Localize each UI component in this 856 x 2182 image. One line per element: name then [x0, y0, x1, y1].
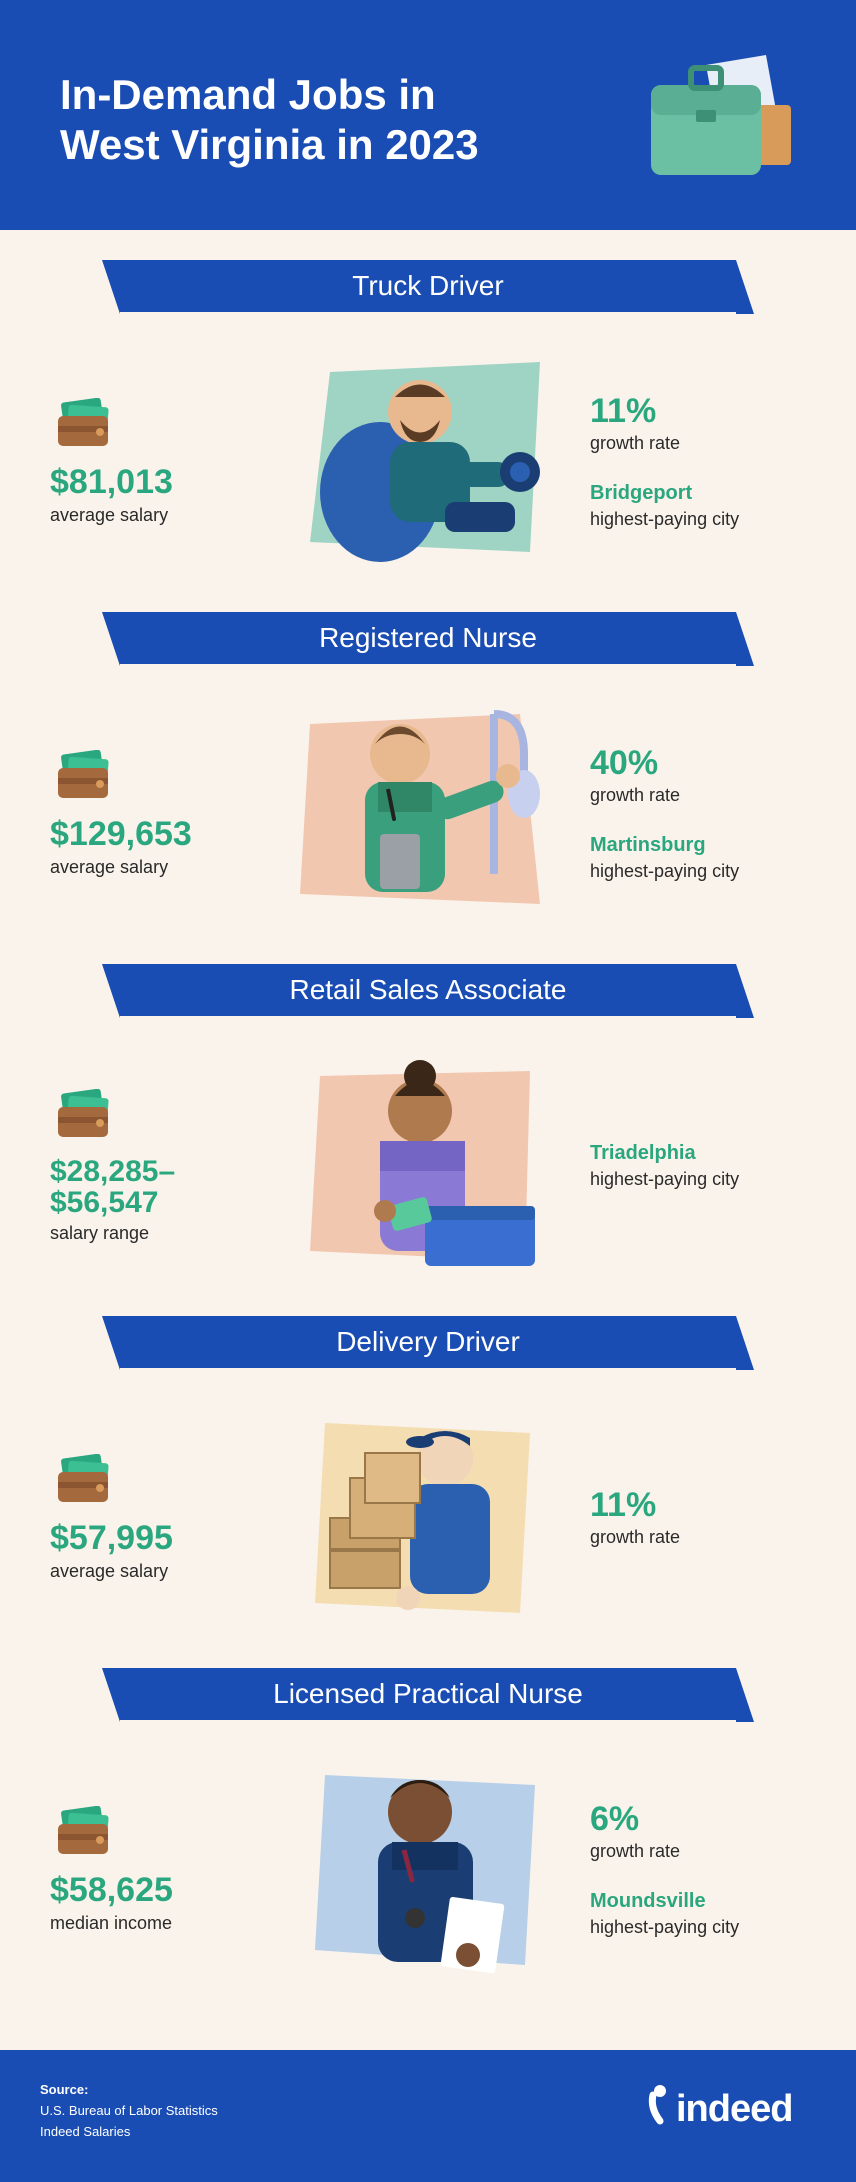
city-name: Martinsburg: [590, 834, 810, 857]
source-line-1: U.S. Bureau of Labor Statistics: [40, 2103, 218, 2118]
stats-column: 11% growth rate Bridgeport highest-payin…: [590, 394, 810, 531]
job-title-ribbon: Delivery Driver: [120, 1316, 736, 1368]
svg-text:indeed: indeed: [676, 2088, 792, 2130]
salary-column: $129,653 average salary: [50, 750, 250, 878]
growth-value: 6%: [590, 1802, 810, 1838]
salary-column: $81,013 average salary: [50, 398, 250, 526]
city-name: Bridgeport: [590, 482, 810, 505]
salary-label: average salary: [50, 1561, 250, 1582]
city-name: Triadelphia: [590, 1142, 810, 1165]
wallet-icon: [50, 750, 120, 800]
salary-value: $129,653: [50, 817, 250, 853]
source-heading: Source:: [40, 2082, 88, 2097]
briefcase-icon: [596, 50, 796, 190]
job-illustration: [270, 1750, 570, 1990]
growth-value: 40%: [590, 746, 810, 782]
content-area: Truck Driver $81,013 average salary: [0, 230, 856, 2050]
city-label: highest-paying city: [590, 1917, 810, 1938]
job-illustration: [270, 694, 570, 934]
header: In-Demand Jobs in West Virginia in 2023: [0, 0, 856, 230]
job-illustration: [270, 342, 570, 582]
stats-column: Triadelphia highest-paying city: [590, 1142, 810, 1190]
indeed-logo: indeed: [646, 2081, 816, 2142]
job-block: Truck Driver $81,013 average salary: [40, 260, 816, 582]
salary-column: $28,285– $56,547 salary range: [50, 1089, 250, 1244]
wallet-icon: [50, 1089, 120, 1139]
salary-value: $57,995: [50, 1521, 250, 1557]
footer: Source: U.S. Bureau of Labor Statistics …: [0, 2050, 856, 2182]
job-block: Retail Sales Associate $28,285– $56,547 …: [40, 964, 816, 1286]
salary-label: average salary: [50, 505, 250, 526]
salary-label: salary range: [50, 1223, 250, 1244]
job-title-ribbon: Licensed Practical Nurse: [120, 1668, 736, 1720]
growth-value: 11%: [590, 394, 810, 430]
salary-value: $28,285– $56,547: [50, 1156, 250, 1219]
growth-label: growth rate: [590, 785, 810, 806]
salary-column: $58,625 median income: [50, 1806, 250, 1934]
salary-value: $58,625: [50, 1873, 250, 1909]
salary-label: median income: [50, 1913, 250, 1934]
wallet-icon: [50, 1806, 120, 1856]
city-name: Moundsville: [590, 1890, 810, 1913]
job-block: Licensed Practical Nurse $58,625 median …: [40, 1668, 816, 1990]
growth-value: 11%: [590, 1488, 810, 1524]
title-line-2: West Virginia in 2023: [60, 121, 479, 168]
title-line-1: In-Demand Jobs in: [60, 71, 436, 118]
city-label: highest-paying city: [590, 1169, 810, 1190]
salary-label: average salary: [50, 857, 250, 878]
city-label: highest-paying city: [590, 509, 810, 530]
job-title-ribbon: Retail Sales Associate: [120, 964, 736, 1016]
job-block: Delivery Driver $57,995 average salary: [40, 1316, 816, 1638]
job-illustration: [270, 1398, 570, 1638]
job-illustration: [270, 1046, 570, 1286]
source-line-2: Indeed Salaries: [40, 2124, 130, 2139]
salary-column: $57,995 average salary: [50, 1454, 250, 1582]
job-block: Registered Nurse $129,653 average salary: [40, 612, 816, 934]
growth-label: growth rate: [590, 433, 810, 454]
source-block: Source: U.S. Bureau of Labor Statistics …: [40, 2080, 218, 2142]
stats-column: 40% growth rate Martinsburg highest-payi…: [590, 746, 810, 883]
wallet-icon: [50, 398, 120, 448]
city-label: highest-paying city: [590, 861, 810, 882]
growth-label: growth rate: [590, 1841, 810, 1862]
wallet-icon: [50, 1454, 120, 1504]
salary-value: $81,013: [50, 465, 250, 501]
job-title-ribbon: Truck Driver: [120, 260, 736, 312]
growth-label: growth rate: [590, 1527, 810, 1548]
page-title: In-Demand Jobs in West Virginia in 2023: [60, 70, 479, 171]
stats-column: 6% growth rate Moundsville highest-payin…: [590, 1802, 810, 1939]
job-title-ribbon: Registered Nurse: [120, 612, 736, 664]
stats-column: 11% growth rate: [590, 1488, 810, 1549]
